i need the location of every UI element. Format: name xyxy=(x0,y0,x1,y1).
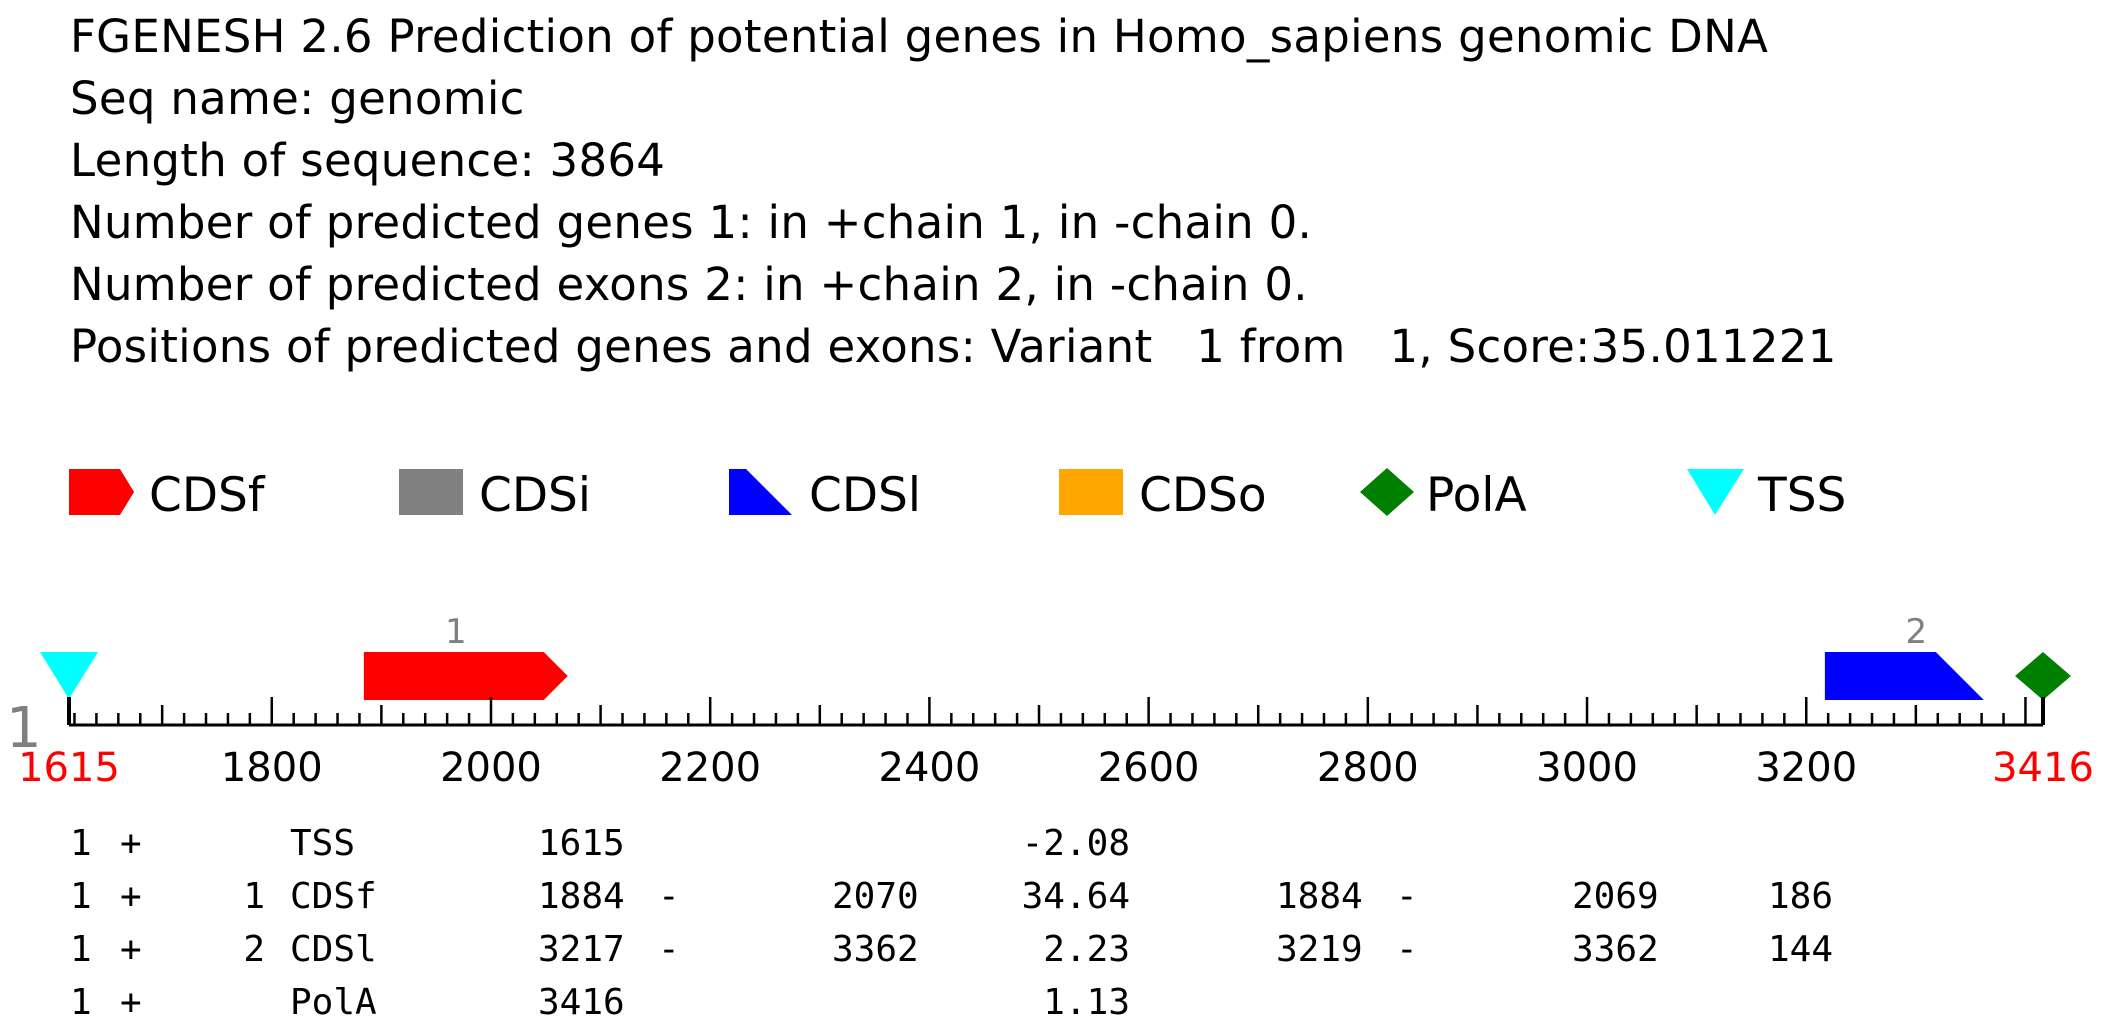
range-end-label: 3416 xyxy=(1992,745,2094,791)
cell-orf-start: 1884 xyxy=(1276,876,1363,917)
diamond-icon xyxy=(1360,468,1414,516)
cdsf-exon xyxy=(363,652,568,700)
tick-label: 2600 xyxy=(1098,745,1200,791)
tick-label: 2800 xyxy=(1317,745,1419,791)
tick-label: 2000 xyxy=(440,745,542,791)
cell-score: -2.08 xyxy=(1021,823,1130,864)
cell-score: 34.64 xyxy=(1021,876,1130,917)
report-title: FGENESH 2.6 Prediction of potential gene… xyxy=(70,10,1769,63)
cell-dash1: - xyxy=(658,929,680,970)
cell-type: CDSf xyxy=(290,876,377,917)
cell-len: 144 xyxy=(1768,929,1834,970)
tick-label: 3000 xyxy=(1536,745,1638,791)
cell-end: 3362 xyxy=(832,929,919,970)
cell-dash1: - xyxy=(658,876,680,917)
cell-score: 2.23 xyxy=(1043,929,1130,970)
cell-start: 3416 xyxy=(538,982,625,1023)
legend-label: PolA xyxy=(1426,468,1527,523)
cell-gene: 1 xyxy=(70,823,92,864)
right-triangle-icon xyxy=(729,469,792,515)
legend-label: TSS xyxy=(1758,468,1847,523)
cell-start: 1615 xyxy=(538,823,625,864)
table-row: 1 + PolA 3416 1.13 xyxy=(0,979,2104,1031)
cell-strand: + xyxy=(120,929,142,970)
cell-type: TSS xyxy=(290,823,356,864)
cell-orf-end: 3362 xyxy=(1572,929,1659,970)
seq-name-line: Seq name: genomic xyxy=(70,72,525,125)
cell-strand: + xyxy=(120,823,142,864)
cell-type: CDSl xyxy=(290,929,377,970)
cell-strand: + xyxy=(120,982,142,1023)
feature-legend: CDSf CDSi CDSl CDSo PolA TSS xyxy=(0,460,2104,530)
legend-label: CDSo xyxy=(1139,468,1267,523)
table-row: 1 +1 CDSf 1884-2070 34.64 1884-2069 186 xyxy=(0,873,2104,925)
tick-label: 2400 xyxy=(879,745,981,791)
cell-score: 1.13 xyxy=(1043,982,1130,1023)
legend-label: CDSf xyxy=(149,468,265,523)
cell-end: 2070 xyxy=(832,876,919,917)
cell-dash2: - xyxy=(1396,876,1418,917)
tick-label: 2200 xyxy=(659,745,761,791)
cell-orf-end: 2069 xyxy=(1572,876,1659,917)
cell-strand: + xyxy=(120,876,142,917)
pola-marker xyxy=(2015,652,2071,700)
cell-num: 2 xyxy=(243,929,265,970)
cell-start: 3217 xyxy=(538,929,625,970)
cell-type: PolA xyxy=(290,982,377,1023)
cell-gene: 1 xyxy=(70,982,92,1023)
exon-number-label: 1 xyxy=(445,612,467,652)
tss-marker xyxy=(40,652,98,699)
down-triangle-icon xyxy=(1687,469,1744,515)
table-row: 1 +2 CDSl 3217-3362 2.23 3219-3362 144 xyxy=(0,926,2104,978)
prediction-table: 1 + TSS 1615 -2.08 1 +1 CDSf 1884-2070 34.64 1884-… xyxy=(0,820,2104,1030)
exon-number-label: 2 xyxy=(1906,612,1928,652)
strand-label: 1 xyxy=(6,696,42,761)
cell-len: 186 xyxy=(1768,876,1834,917)
table-row: 1 + TSS 1615 -2.08 xyxy=(0,820,2104,872)
square-icon xyxy=(1059,469,1123,515)
predicted-genes-line: Number of predicted genes 1: in +chain 1… xyxy=(70,196,1313,249)
positions-line: Positions of predicted genes and exons: … xyxy=(70,320,1837,373)
cell-orf-start: 3219 xyxy=(1276,929,1363,970)
cell-num: 1 xyxy=(243,876,265,917)
cell-dash2: - xyxy=(1396,929,1418,970)
square-icon xyxy=(399,469,463,515)
cell-gene: 1 xyxy=(70,929,92,970)
report-header: FGENESH 2.6 Prediction of potential gene… xyxy=(70,6,2070,378)
cell-start: 1884 xyxy=(538,876,625,917)
sequence-length-line: Length of sequence: 3864 xyxy=(70,134,666,187)
right-arrow-icon xyxy=(69,469,134,515)
legend-label: CDSl xyxy=(809,468,921,523)
cell-gene: 1 xyxy=(70,876,92,917)
range-start-label: 1615 xyxy=(18,745,120,791)
cdsl-exon xyxy=(1824,652,1984,700)
predicted-exons-line: Number of predicted exons 2: in +chain 2… xyxy=(70,258,1308,311)
tick-label: 1800 xyxy=(221,745,323,791)
sequence-ruler: 1800 2000 2200 2400 2600 2800 3000 3200 1615 3416… xyxy=(6,696,2094,791)
tick-label: 3200 xyxy=(1755,745,1857,791)
legend-label: CDSi xyxy=(479,468,591,523)
